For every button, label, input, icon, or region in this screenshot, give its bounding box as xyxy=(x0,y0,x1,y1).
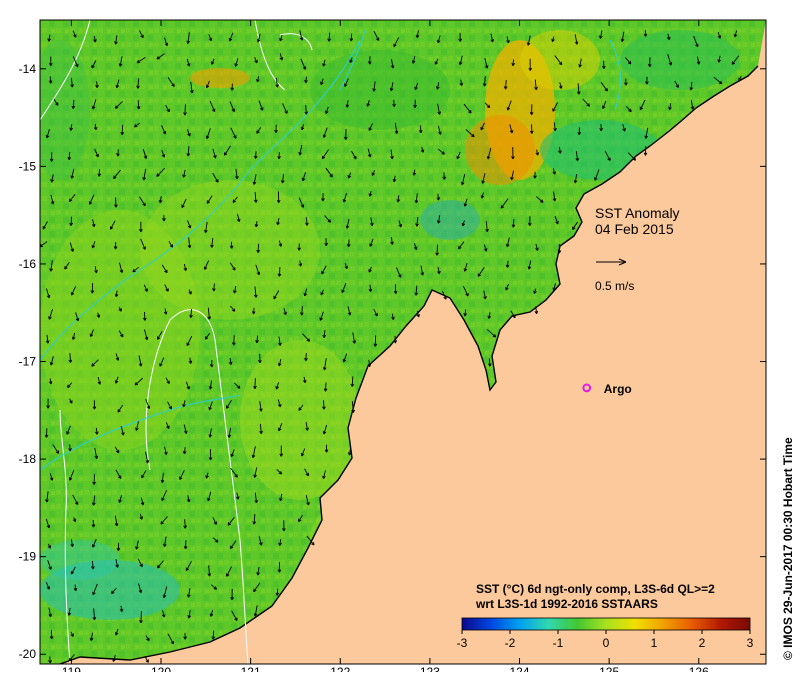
current-vector xyxy=(141,611,142,623)
x-tick-label: 126 xyxy=(689,665,709,672)
x-tick-label: 125 xyxy=(599,665,619,672)
y-tick-label: -16 xyxy=(19,257,37,271)
colorbar-tick-label: 3 xyxy=(747,636,754,650)
map-title-line2: 04 Feb 2015 xyxy=(595,221,674,237)
y-tick-label: -14 xyxy=(19,62,37,76)
colorbar xyxy=(462,618,750,630)
colorbar-caption-line2: wrt L3S-1d 1992-2016 SSTAARS xyxy=(475,597,658,611)
colorbar-caption-line1: SST (°C) 6d ngt-only comp, L3S-6d QL>=2 xyxy=(476,582,715,596)
colorbar-tick-label: -1 xyxy=(553,636,564,650)
colorbar-tick-label: -2 xyxy=(505,636,516,650)
colorbar-tick-label: 2 xyxy=(699,636,706,650)
colorbar-tick-label: 0 xyxy=(603,636,610,650)
x-tick-label: 121 xyxy=(241,665,261,672)
y-tick-label: -15 xyxy=(19,159,37,173)
x-tick-label: 123 xyxy=(420,665,440,672)
y-tick-label: -18 xyxy=(19,452,37,466)
argo-label: Argo xyxy=(604,382,632,396)
y-tick-label: -19 xyxy=(19,550,37,564)
current-vector xyxy=(255,378,256,389)
y-tick-label: -20 xyxy=(19,647,37,661)
x-tick-label: 122 xyxy=(330,665,350,672)
map-title-line1: SST Anomaly xyxy=(595,205,680,221)
x-tick-label: 120 xyxy=(151,665,171,672)
x-tick-label: 119 xyxy=(62,665,81,672)
velocity-scale-label: 0.5 m/s xyxy=(595,279,634,293)
y-tick-label: -17 xyxy=(19,355,37,369)
x-tick-label: 124 xyxy=(510,665,530,672)
map-plot-area xyxy=(30,20,766,664)
imos-credit: © IMOS 29-Jun-2017 00:30 Hobart Time xyxy=(781,437,795,660)
colorbar-tick-label: -3 xyxy=(457,636,468,650)
colorbar-tick-label: 1 xyxy=(651,636,658,650)
